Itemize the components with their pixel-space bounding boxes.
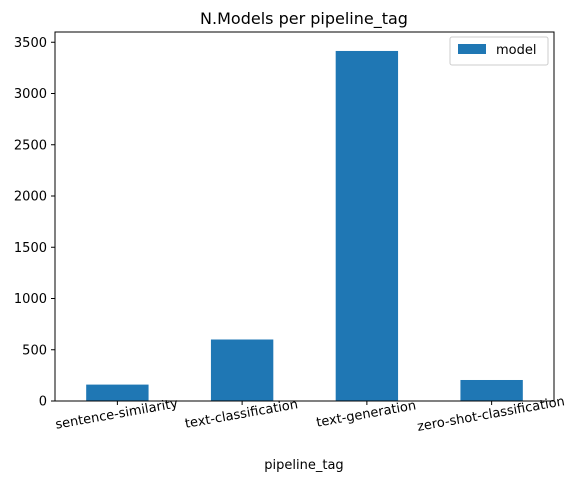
plot-frame <box>54 31 555 402</box>
y-tick-label: 3000 <box>14 87 47 102</box>
y-tick-label: 0 <box>39 395 47 410</box>
legend: model <box>449 36 549 66</box>
x-tick-label: text-classification <box>184 397 299 432</box>
legend-swatch <box>458 44 486 54</box>
y-axis-ticks: 0 500 1000 1500 2000 2500 3000 3500 <box>14 36 55 410</box>
bars-group <box>86 50 523 402</box>
bar-text-generation <box>335 50 399 402</box>
y-tick-label: 1500 <box>14 241 47 256</box>
bar-zero-shot-classification <box>460 379 523 401</box>
y-tick-label: 3500 <box>14 36 47 51</box>
y-tick-label: 500 <box>22 343 47 358</box>
x-axis-title: pipeline_tag <box>264 458 343 473</box>
y-tick-label: 2000 <box>14 190 47 205</box>
y-tick-label: 2500 <box>14 138 47 153</box>
bar-sentence-similarity <box>86 384 149 401</box>
x-tick-label: text-generation <box>315 398 417 430</box>
bar-text-classification <box>210 339 274 401</box>
legend-label: model <box>496 43 536 58</box>
chart-title: N.Models per pipeline_tag <box>200 9 408 29</box>
y-tick-label: 1000 <box>14 292 47 307</box>
